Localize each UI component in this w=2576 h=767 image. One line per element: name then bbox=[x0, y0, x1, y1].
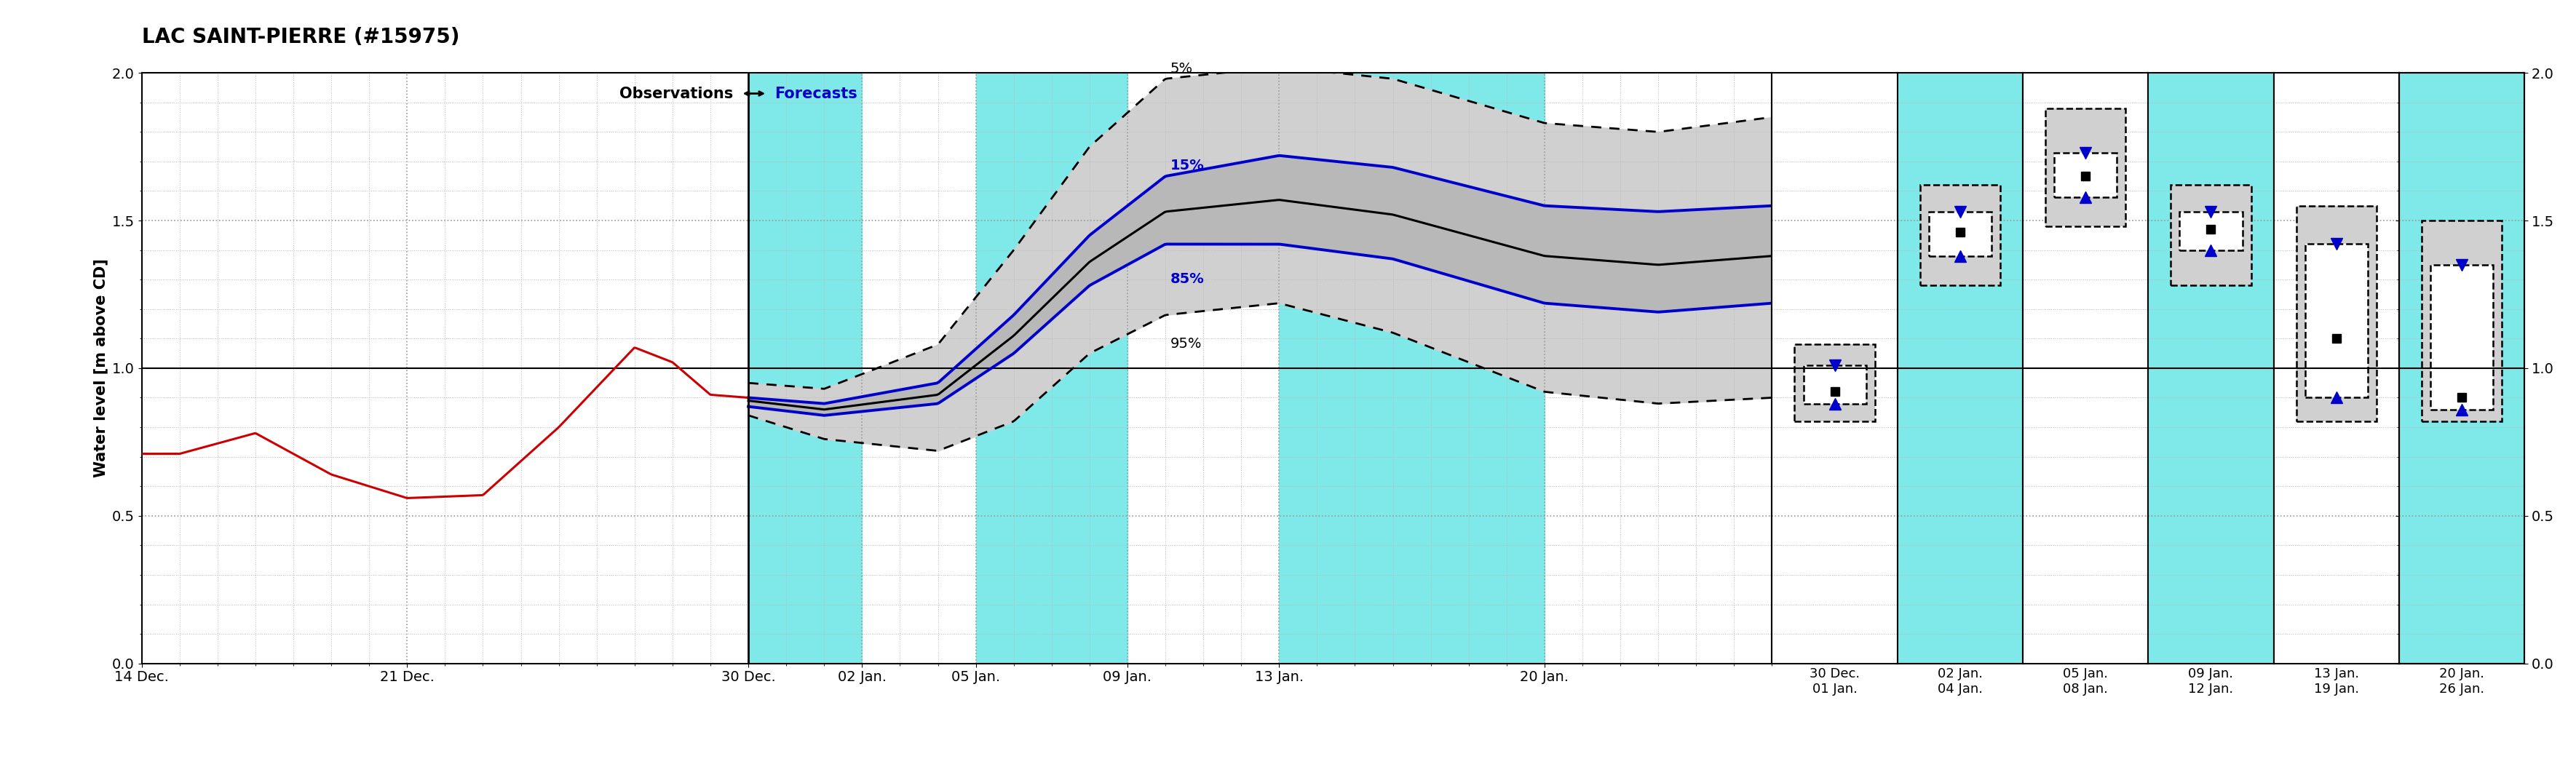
Bar bbox=[2306, 244, 2367, 397]
Bar bbox=[1803, 365, 1865, 403]
Bar bbox=[2172, 185, 2251, 285]
Bar bbox=[1919, 185, 1999, 285]
Bar bbox=[2429, 265, 2494, 410]
Bar bbox=[1929, 212, 1991, 256]
Bar bbox=[2295, 206, 2378, 421]
Bar bbox=[2172, 185, 2251, 285]
Text: Observations: Observations bbox=[618, 86, 734, 100]
Bar bbox=[2429, 265, 2494, 410]
Text: Forecasts: Forecasts bbox=[775, 86, 858, 100]
Bar bbox=[747, 73, 863, 663]
Bar bbox=[2179, 212, 2241, 250]
Bar bbox=[2045, 108, 2125, 226]
Bar bbox=[1929, 212, 1991, 256]
Bar bbox=[2295, 206, 2378, 421]
Text: 5%: 5% bbox=[1170, 62, 1193, 76]
X-axis label: 20 Jan.
26 Jan.: 20 Jan. 26 Jan. bbox=[2439, 667, 2483, 696]
X-axis label: 02 Jan.
04 Jan.: 02 Jan. 04 Jan. bbox=[1937, 667, 1984, 696]
Bar bbox=[1280, 73, 1546, 663]
Bar bbox=[2421, 221, 2501, 421]
Bar bbox=[2045, 108, 2125, 226]
Bar bbox=[976, 73, 1128, 663]
X-axis label: 13 Jan.
19 Jan.: 13 Jan. 19 Jan. bbox=[2313, 667, 2360, 696]
Bar bbox=[1803, 365, 1865, 403]
Bar bbox=[747, 73, 1772, 663]
Bar bbox=[2306, 244, 2367, 397]
Bar bbox=[2179, 212, 2241, 250]
Bar bbox=[2053, 153, 2117, 197]
X-axis label: 30 Dec.
01 Jan.: 30 Dec. 01 Jan. bbox=[1808, 667, 1860, 696]
Bar bbox=[1795, 344, 1875, 421]
Bar bbox=[2053, 153, 2117, 197]
Text: LAC SAINT-PIERRE (#15975): LAC SAINT-PIERRE (#15975) bbox=[142, 27, 459, 48]
Y-axis label: Water level [m above CD]: Water level [m above CD] bbox=[93, 258, 108, 478]
Bar bbox=[2421, 221, 2501, 421]
Text: 15%: 15% bbox=[1170, 159, 1203, 173]
Text: 95%: 95% bbox=[1170, 337, 1200, 351]
Bar bbox=[1919, 185, 1999, 285]
Bar bbox=[1795, 344, 1875, 421]
Text: 85%: 85% bbox=[1170, 272, 1203, 286]
X-axis label: 09 Jan.
12 Jan.: 09 Jan. 12 Jan. bbox=[2190, 667, 2233, 696]
X-axis label: 05 Jan.
08 Jan.: 05 Jan. 08 Jan. bbox=[2063, 667, 2107, 696]
